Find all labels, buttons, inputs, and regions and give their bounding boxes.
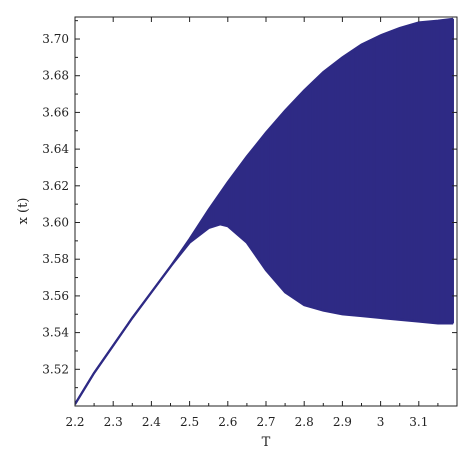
y-tick-label: 3.68 — [42, 69, 69, 83]
x-tick-label: 2.5 — [180, 415, 199, 429]
x-axis-title: T — [262, 435, 271, 450]
y-tick-label: 3.60 — [42, 216, 69, 230]
x-tick-label: 2.6 — [218, 415, 237, 429]
x-tick-label: 2.2 — [65, 415, 84, 429]
x-tick-label: 2.8 — [295, 415, 314, 429]
x-tick-label: 2.7 — [256, 415, 275, 429]
x-tick-label: 2.3 — [104, 415, 123, 429]
y-tick-label: 3.52 — [42, 362, 69, 376]
x-tick-label: 2.4 — [142, 415, 161, 429]
y-tick-label: 3.58 — [42, 252, 69, 266]
y-tick-label: 3.70 — [42, 32, 69, 46]
y-tick-label: 3.62 — [42, 179, 69, 193]
y-axis: 3.52 3.54 3.56 3.58 3.60 3.62 3.64 3.66 3.68 3.70 — [42, 20, 457, 389]
lower-envelope-line — [75, 223, 454, 405]
y-tick-label: 3.54 — [42, 326, 69, 340]
x-tick-label: 2.9 — [333, 415, 352, 429]
band-layer — [170, 18, 454, 324]
y-axis-title: x (t) — [16, 198, 31, 225]
x-axis: 2.2 2.3 2.4 2.5 2.6 2.7 2.8 2.9 3 3.1 — [65, 17, 439, 429]
envelope-layer — [75, 17, 454, 405]
y-tick-label: 3.56 — [42, 289, 69, 303]
y-tick-label: 3.66 — [42, 105, 69, 119]
y-tick-label: 3.64 — [42, 142, 69, 156]
x-tick-label: 3.1 — [409, 415, 428, 429]
x-tick-label: 3 — [377, 415, 385, 429]
